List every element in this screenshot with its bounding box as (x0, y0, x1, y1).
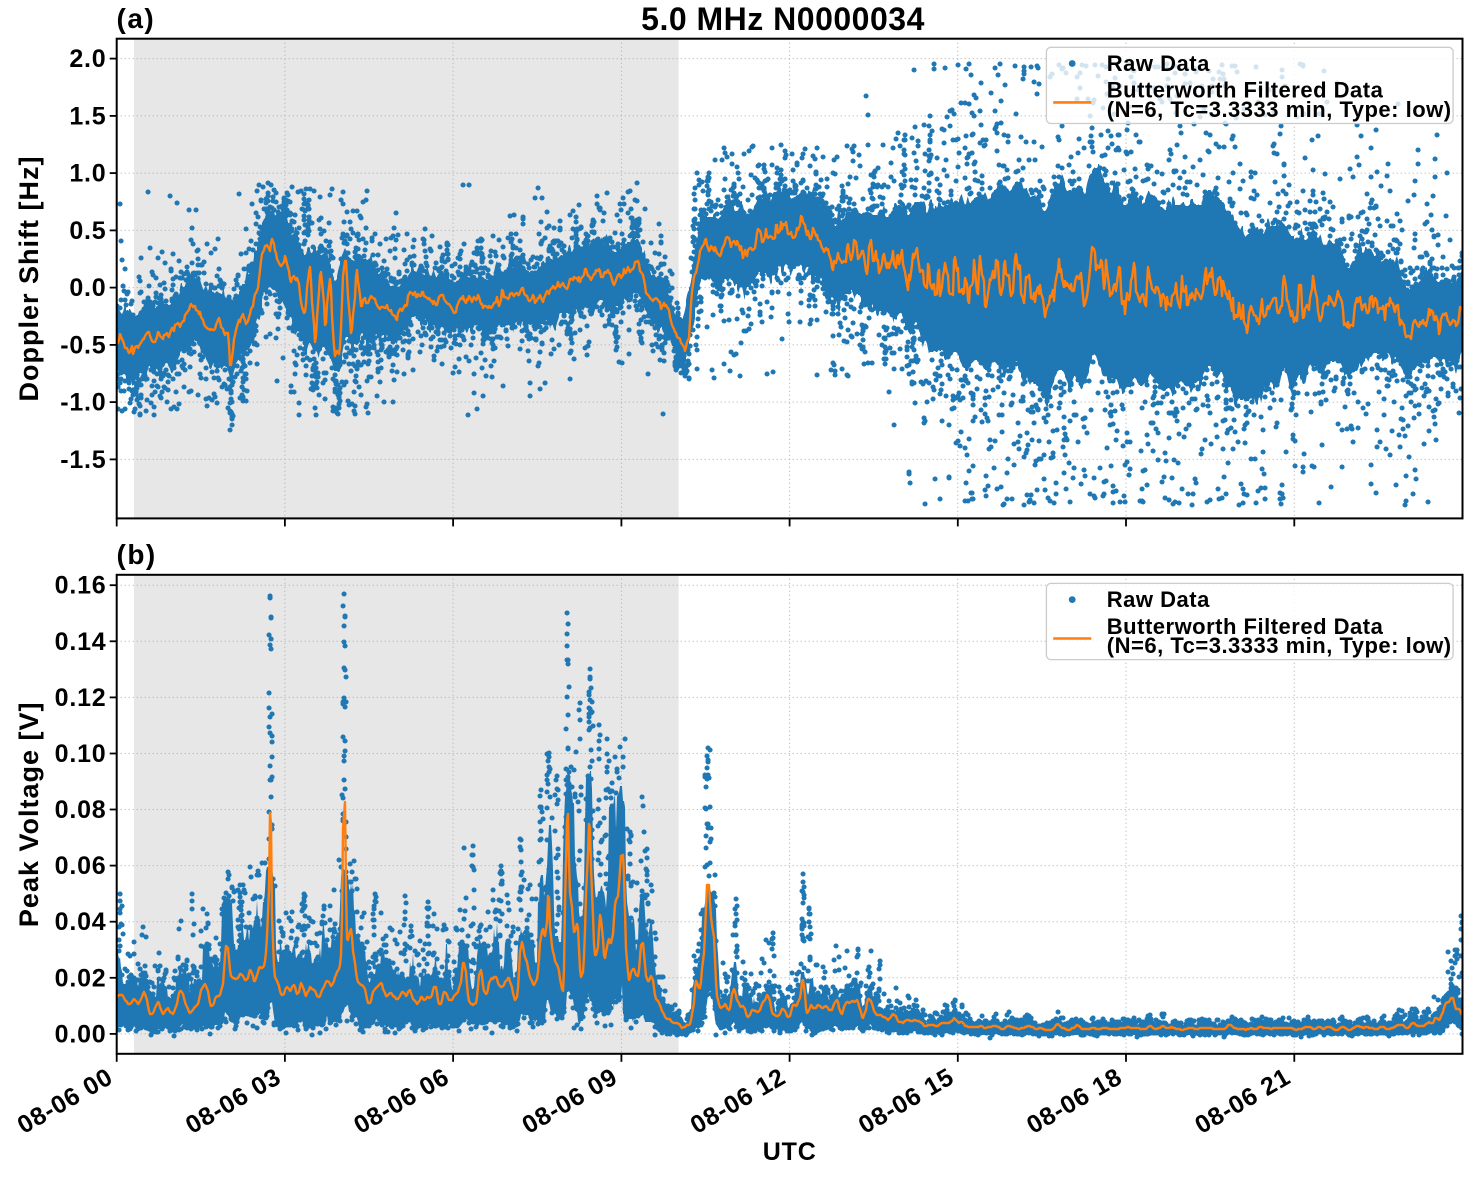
svg-text:-1.5: -1.5 (60, 446, 106, 474)
svg-text:Butterworth Filtered Data: Butterworth Filtered Data (1107, 78, 1384, 103)
svg-text:0.14: 0.14 (55, 628, 107, 656)
svg-text:2.0: 2.0 (69, 45, 106, 73)
svg-text:0.16: 0.16 (55, 572, 107, 600)
svg-text:Raw Data: Raw Data (1107, 587, 1210, 612)
svg-text:1.0: 1.0 (69, 160, 106, 188)
svg-text:0.08: 0.08 (55, 796, 107, 824)
svg-text:Doppler Shift [Hz]: Doppler Shift [Hz] (14, 156, 44, 402)
svg-text:1.5: 1.5 (69, 102, 106, 130)
svg-text:0.5: 0.5 (69, 217, 106, 245)
svg-text:5.0 MHz N0000034: 5.0 MHz N0000034 (641, 1, 925, 37)
svg-text:(b): (b) (117, 539, 157, 570)
svg-text:0.0: 0.0 (69, 274, 106, 302)
svg-text:0.10: 0.10 (55, 740, 107, 768)
svg-text:-0.5: -0.5 (60, 331, 106, 359)
svg-text:0.12: 0.12 (55, 684, 107, 712)
svg-text:0.04: 0.04 (55, 908, 107, 936)
svg-text:Butterworth Filtered Data: Butterworth Filtered Data (1107, 614, 1384, 639)
svg-text:(N=6, Tc=3.3333 min, Type: low: (N=6, Tc=3.3333 min, Type: low) (1107, 633, 1452, 658)
svg-text:0.06: 0.06 (55, 852, 107, 880)
svg-text:Raw Data: Raw Data (1107, 51, 1210, 76)
svg-text:0.02: 0.02 (55, 964, 107, 992)
svg-text:(N=6, Tc=3.3333 min, Type: low: (N=6, Tc=3.3333 min, Type: low) (1107, 97, 1452, 122)
svg-text:Peak Voltage [V]: Peak Voltage [V] (14, 702, 44, 928)
svg-text:0.00: 0.00 (55, 1020, 107, 1048)
svg-text:-1.0: -1.0 (60, 389, 106, 417)
svg-text:UTC: UTC (763, 1138, 817, 1166)
svg-text:(a): (a) (117, 3, 156, 34)
